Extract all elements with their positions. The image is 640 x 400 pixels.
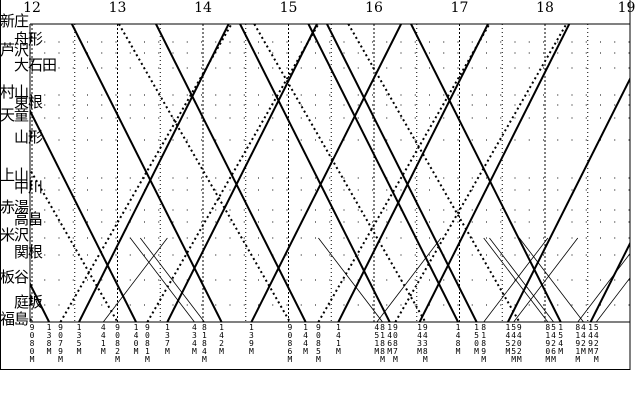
train-number-label: 9085M <box>316 323 321 364</box>
train-number-label: 150M <box>474 323 479 356</box>
train-line <box>513 237 579 322</box>
train-number-label: 9079M <box>58 323 63 364</box>
train-line <box>118 24 291 322</box>
train-line <box>30 316 33 322</box>
station-label: 板谷 <box>0 268 29 286</box>
train-number-label: 5427M <box>593 323 599 364</box>
train-line <box>337 24 489 322</box>
train-number-label: 143M <box>417 323 422 356</box>
train-line <box>489 237 554 322</box>
train-number-label: 8191M <box>575 323 581 364</box>
station-label: 大石田 <box>14 56 57 74</box>
hour-tick-label: 18 <box>536 0 554 16</box>
train-line <box>507 76 630 322</box>
station-label: 東根 <box>14 93 43 111</box>
train-line <box>166 24 318 322</box>
station-label: 米沢 <box>0 226 29 244</box>
hour-tick-label: 19 <box>617 0 636 16</box>
train-lines <box>30 24 630 322</box>
train-number-label: 145M <box>505 323 511 356</box>
hour-tick-label: 13 <box>108 0 127 16</box>
train-line <box>326 24 478 322</box>
station-label: 新庄 <box>0 12 29 30</box>
train-number-label: 451M <box>374 323 380 356</box>
train-number-label: 8190M <box>545 323 551 364</box>
train-line <box>239 24 391 322</box>
hour-tick-label: 17 <box>450 0 469 16</box>
train-number-label: 141M <box>335 323 341 356</box>
train-line <box>146 24 320 322</box>
hour-tick-label: 16 <box>365 0 383 16</box>
station-label: 庭坂 <box>14 293 43 311</box>
train-line <box>139 237 205 322</box>
train-number-label: 8189M <box>481 323 487 364</box>
train-line <box>318 237 383 322</box>
train-line <box>78 24 230 322</box>
train-number-label: 149M <box>588 323 593 356</box>
train-line <box>577 252 630 322</box>
train-line <box>376 237 442 322</box>
train-line <box>410 24 562 322</box>
train-line <box>71 24 223 322</box>
train-number-label: 9087M <box>392 323 398 364</box>
train-line <box>130 237 195 322</box>
hour-tick-label: 12 <box>23 0 41 16</box>
train-number-label: 137M <box>164 323 170 356</box>
hour-tick-label: 15 <box>279 0 298 16</box>
train-number-label: 148M <box>455 323 461 356</box>
train-number-label: 8184M <box>202 323 207 364</box>
train-line <box>253 24 427 322</box>
station-label: 関根 <box>14 243 43 261</box>
train-number-label: 135M <box>76 323 82 356</box>
train-number-label: 140M <box>133 323 139 356</box>
train-number-label: 9438M <box>422 323 428 364</box>
train-number-label: 434M <box>192 323 197 356</box>
station-label: 上山 <box>0 166 29 184</box>
station-label: 高畠 <box>14 210 43 228</box>
train-line <box>589 241 630 322</box>
train-number-label: 9082M <box>115 323 120 364</box>
train-number-label: 9402M <box>516 323 522 364</box>
hour-tick-label: 14 <box>194 0 212 16</box>
train-line <box>418 24 571 322</box>
station-label: 村山 <box>0 83 29 101</box>
diagram-frame <box>0 0 630 370</box>
station-label: 舟形 <box>14 30 43 48</box>
station-label: 福島 <box>0 310 29 328</box>
station-label: 中川 <box>14 178 43 196</box>
train-number-label: 142M <box>219 323 224 356</box>
train-number-label: 9081M <box>145 323 150 364</box>
train-line <box>394 24 568 322</box>
station-label: 芦沢 <box>0 41 29 59</box>
train-line <box>30 108 137 322</box>
train-number-label: 139M <box>249 323 254 356</box>
train-line <box>155 24 307 322</box>
train-line <box>317 24 491 322</box>
train-number-label: 441M <box>100 323 106 356</box>
train-line <box>30 167 119 322</box>
train-number-label: 144M <box>303 323 308 356</box>
train-number-label: 442M <box>581 323 586 356</box>
train-number-label: 8188M <box>380 323 385 364</box>
train-line <box>483 237 549 322</box>
train-line <box>102 237 168 322</box>
train-number-label: 138M <box>46 323 52 356</box>
station-label: 赤湯 <box>0 198 29 216</box>
train-number-label: 9086M <box>287 323 293 364</box>
train-line <box>347 24 521 322</box>
train-line <box>519 237 584 322</box>
train-line <box>595 277 630 322</box>
train-number-label: 146M <box>387 323 393 356</box>
station-label: 山形 <box>14 128 43 146</box>
train-number-label: 9080M <box>29 323 35 364</box>
train-number-label: 5425M <box>511 323 517 364</box>
train-line <box>30 281 50 322</box>
station-label: 天童 <box>0 106 29 124</box>
train-number-label: 154M <box>558 323 564 356</box>
train-line <box>250 24 402 322</box>
train-line <box>307 24 459 322</box>
train-number-label: 5426M <box>551 323 556 364</box>
